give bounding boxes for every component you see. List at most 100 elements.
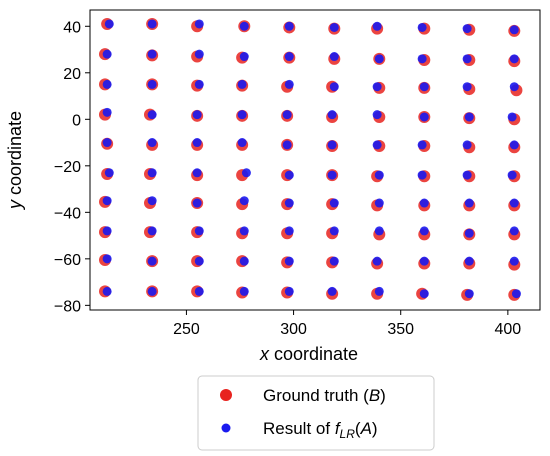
result-point [464, 289, 474, 299]
result-point [374, 198, 384, 208]
result-point [327, 286, 337, 296]
result-point [284, 256, 294, 266]
result-point [104, 19, 114, 29]
result-point [419, 289, 429, 299]
legend-res-paren-close: ) [372, 419, 378, 438]
legend-res-var: A [360, 419, 372, 438]
legend-res-text-1: Result of [263, 419, 335, 438]
result-point [284, 198, 294, 208]
data-points [99, 17, 523, 301]
legend-res-paren-open: ( [355, 419, 361, 438]
result-point [239, 256, 249, 266]
result-point [462, 24, 472, 34]
result-point [372, 140, 382, 150]
x-tick-label: 250 [173, 321, 200, 338]
y-axis-label: y coordinate [5, 111, 25, 211]
result-point [462, 82, 472, 92]
result-point [239, 52, 249, 62]
result-point [462, 54, 472, 64]
result-point [147, 256, 157, 266]
x-tick-label: 350 [387, 321, 414, 338]
result-point [241, 168, 251, 178]
y-axis-label-variable: y [5, 199, 25, 211]
result-point [282, 140, 292, 150]
result-point [237, 138, 247, 148]
result-point [237, 110, 247, 120]
x-tick-label: 400 [495, 321, 522, 338]
result-point [374, 226, 384, 236]
legend-gt-text-2: ) [380, 386, 386, 405]
result-point [507, 170, 517, 180]
result-point [147, 138, 157, 148]
x-tick-label: 300 [280, 321, 307, 338]
result-point [194, 226, 204, 236]
legend-box [197, 375, 435, 451]
result-point [509, 140, 519, 150]
result-point [194, 286, 204, 296]
legend: Ground truth (B) Result of fLR(A) [197, 375, 435, 451]
legend-gt-text-1: Ground truth ( [263, 386, 369, 405]
result-point [147, 168, 157, 178]
result-point [462, 170, 472, 180]
result-point [511, 289, 521, 299]
result-point [102, 254, 112, 264]
result-point [147, 79, 157, 89]
legend-label-ground-truth: Ground truth (B) [263, 386, 386, 405]
legend-gt-var: B [369, 386, 380, 405]
x-axis-label-text: coordinate [269, 344, 358, 364]
result-point [374, 54, 384, 64]
result-point [327, 110, 337, 120]
result-point [284, 21, 294, 31]
result-point [372, 256, 382, 266]
result-point [329, 22, 339, 32]
result-point [102, 107, 112, 117]
result-point [194, 79, 204, 89]
result-point [329, 82, 339, 92]
result-point [102, 79, 112, 89]
result-point [419, 112, 429, 122]
result-point [419, 226, 429, 236]
result-point [147, 110, 157, 120]
result-point [284, 52, 294, 62]
result-point [374, 170, 384, 180]
y-axis: −80 −60 −40 −20 0 20 40 [54, 19, 90, 315]
result-point [194, 256, 204, 266]
result-point [102, 138, 112, 148]
result-point [462, 140, 472, 150]
result-point [192, 138, 202, 148]
result-point [147, 19, 157, 29]
result-point [509, 226, 519, 236]
result-point [192, 110, 202, 120]
result-point [329, 198, 339, 208]
result-point [102, 286, 112, 296]
result-point [507, 112, 517, 122]
result-point [284, 286, 294, 296]
result-point [284, 170, 294, 180]
result-point [464, 256, 474, 266]
result-point [327, 170, 337, 180]
result-point [372, 82, 382, 92]
result-point [329, 256, 339, 266]
y-tick-label: 0 [72, 112, 81, 129]
result-point [509, 54, 519, 64]
result-point [239, 286, 249, 296]
result-point [372, 21, 382, 31]
result-point [417, 140, 427, 150]
x-axis: 250 300 350 400 [173, 310, 521, 338]
y-tick-label: −80 [54, 298, 81, 315]
result-point [237, 79, 247, 89]
result-point [327, 140, 337, 150]
result-point [282, 110, 292, 120]
result-point [464, 112, 474, 122]
result-point [192, 168, 202, 178]
y-tick-label: 20 [63, 66, 81, 83]
x-axis-label: x coordinate [259, 344, 358, 364]
result-point [147, 286, 157, 296]
result-point [102, 196, 112, 206]
result-point [464, 228, 474, 238]
result-point [329, 226, 339, 236]
result-point [147, 226, 157, 236]
y-tick-label: −20 [54, 159, 81, 176]
result-point [374, 286, 384, 296]
